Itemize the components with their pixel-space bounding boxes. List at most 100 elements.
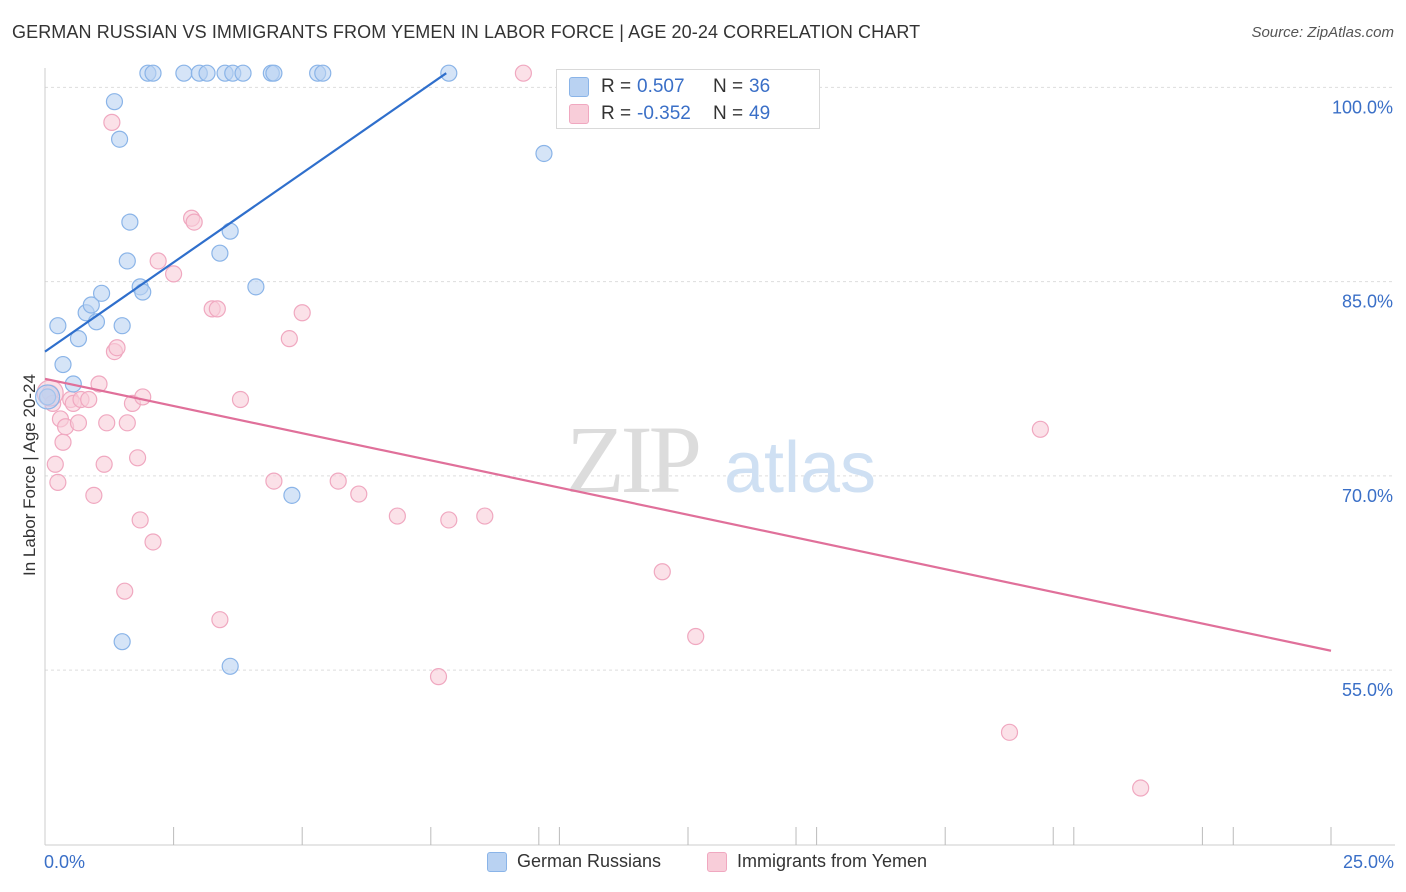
point-immigrants-from-yemen bbox=[280, 330, 298, 348]
point-immigrants-from-yemen bbox=[231, 390, 250, 409]
legend-swatch-immigrants-from-yemen bbox=[707, 851, 727, 872]
point-immigrants-from-yemen bbox=[1000, 723, 1019, 741]
point-immigrants-from-yemen bbox=[144, 533, 162, 551]
point-german-russians bbox=[118, 252, 136, 270]
r-label: R = bbox=[601, 103, 632, 124]
x-tick-label-max: 25.0% bbox=[1342, 852, 1394, 872]
watermark-zip: ZIP bbox=[566, 406, 699, 513]
point-german-russians bbox=[221, 657, 239, 675]
point-immigrants-from-yemen bbox=[128, 449, 147, 467]
trend-line-immigrants-from-yemen bbox=[44, 377, 1332, 652]
y-tick-label: 85.0% bbox=[1342, 292, 1393, 312]
point-immigrants-from-yemen bbox=[440, 511, 458, 529]
point-immigrants-from-yemen bbox=[149, 252, 167, 270]
point-german-russians bbox=[440, 64, 458, 82]
point-immigrants-from-yemen bbox=[118, 414, 136, 432]
point-german-russians bbox=[211, 244, 229, 262]
point-immigrants-from-yemen bbox=[293, 304, 311, 322]
x-axis bbox=[44, 68, 1395, 846]
watermark: ZIP atlas bbox=[566, 406, 876, 513]
x-tick-label-min: 0.0% bbox=[44, 852, 86, 872]
point-german-russians bbox=[265, 64, 283, 82]
point-german-russians bbox=[314, 64, 332, 82]
y-tick-label: 70.0% bbox=[1342, 486, 1393, 506]
legend-label-german-russians: German Russians bbox=[517, 851, 662, 871]
point-immigrants-from-yemen bbox=[98, 414, 116, 432]
point-immigrants-from-yemen bbox=[1132, 779, 1150, 797]
n-label: N = bbox=[713, 103, 744, 124]
point-german-russians bbox=[69, 330, 88, 348]
point-german-russians bbox=[82, 296, 100, 314]
point-immigrants-from-yemen bbox=[54, 433, 72, 451]
point-german-russians bbox=[113, 317, 131, 335]
watermark-atlas: atlas bbox=[724, 428, 876, 508]
legend-label-immigrants-from-yemen: Immigrants from Yemen bbox=[737, 851, 928, 871]
point-german-russians bbox=[92, 284, 111, 302]
point-german-russians bbox=[221, 222, 239, 240]
grid-lines bbox=[45, 86, 1395, 671]
point-german-russians bbox=[247, 278, 265, 296]
legend-item-immigrants-from-yemen[interactable]: Immigrants from Yemen bbox=[707, 851, 927, 872]
r-value-german-russians: 0.507 bbox=[637, 76, 685, 97]
point-immigrants-from-yemen bbox=[131, 511, 149, 529]
correlation-legend: R = 0.507 N = 36 R = -0.352 N = 49 bbox=[556, 69, 820, 129]
point-immigrants-from-yemen bbox=[211, 611, 229, 629]
point-immigrants-from-yemen bbox=[69, 414, 88, 432]
y-tick-label: 55.0% bbox=[1342, 680, 1393, 700]
swatch-immigrants-from-yemen bbox=[569, 104, 589, 124]
y-tick-labels: 100.0% 85.0% 70.0% 55.0% bbox=[1332, 97, 1393, 700]
point-immigrants-from-yemen bbox=[116, 582, 134, 600]
point-immigrants-from-yemen bbox=[429, 668, 448, 686]
point-german-russians bbox=[34, 384, 61, 410]
point-immigrants-from-yemen bbox=[165, 265, 183, 283]
point-german-russians bbox=[535, 144, 553, 163]
point-immigrants-from-yemen bbox=[103, 113, 121, 131]
point-german-russians bbox=[144, 64, 162, 82]
point-german-russians bbox=[105, 93, 124, 111]
point-immigrants-from-yemen bbox=[208, 300, 226, 318]
point-immigrants-from-yemen bbox=[185, 213, 203, 231]
point-immigrants-from-yemen bbox=[80, 390, 98, 409]
legend-item-german-russians[interactable]: German Russians bbox=[487, 851, 661, 872]
legend-swatch-german-russians bbox=[487, 851, 507, 872]
point-german-russians bbox=[110, 130, 129, 148]
point-german-russians bbox=[234, 64, 252, 82]
r-label: R = bbox=[601, 76, 632, 97]
point-immigrants-from-yemen bbox=[388, 507, 406, 525]
point-immigrants-from-yemen bbox=[265, 472, 283, 490]
point-german-russians bbox=[121, 213, 139, 231]
point-immigrants-from-yemen bbox=[476, 507, 494, 525]
n-label: N = bbox=[713, 76, 744, 97]
point-immigrants-from-yemen bbox=[134, 388, 152, 406]
point-immigrants-from-yemen bbox=[85, 486, 103, 504]
r-value-immigrants-from-yemen: -0.352 bbox=[637, 103, 691, 124]
point-immigrants-from-yemen bbox=[49, 473, 67, 491]
point-german-russians bbox=[283, 486, 301, 504]
point-immigrants-from-yemen bbox=[653, 563, 671, 581]
point-immigrants-from-yemen bbox=[90, 375, 108, 393]
y-tick-label: 100.0% bbox=[1332, 97, 1393, 117]
trend-lines bbox=[44, 72, 1332, 652]
point-immigrants-from-yemen bbox=[329, 472, 347, 490]
point-immigrants-from-yemen bbox=[687, 627, 705, 646]
stat-row-german-russians: R = 0.507 N = 36 bbox=[569, 74, 770, 100]
n-value-immigrants-from-yemen: 49 bbox=[749, 103, 771, 124]
point-german-russians bbox=[198, 64, 216, 82]
n-value-german-russians: 36 bbox=[749, 76, 771, 97]
chart-title: GERMAN RUSSIAN VS IMMIGRANTS FROM YEMEN … bbox=[12, 22, 921, 42]
swatch-german-russians bbox=[569, 77, 589, 97]
point-immigrants-from-yemen bbox=[1031, 420, 1049, 438]
point-immigrants-from-yemen bbox=[350, 485, 368, 503]
point-immigrants-from-yemen bbox=[46, 455, 64, 473]
point-german-russians bbox=[175, 64, 193, 82]
point-immigrants-from-yemen bbox=[108, 339, 126, 357]
series-german-russians bbox=[34, 64, 553, 675]
trend-line-german-russians bbox=[44, 72, 447, 353]
point-german-russians bbox=[54, 355, 72, 374]
bottom-legend: German Russians Immigrants from Yemen bbox=[0, 851, 1406, 879]
point-immigrants-from-yemen bbox=[95, 455, 113, 473]
point-immigrants-from-yemen bbox=[514, 64, 532, 82]
source-label: Source: ZipAtlas.com bbox=[1251, 24, 1394, 41]
stat-row-immigrants-from-yemen: R = -0.352 N = 49 bbox=[569, 101, 770, 127]
